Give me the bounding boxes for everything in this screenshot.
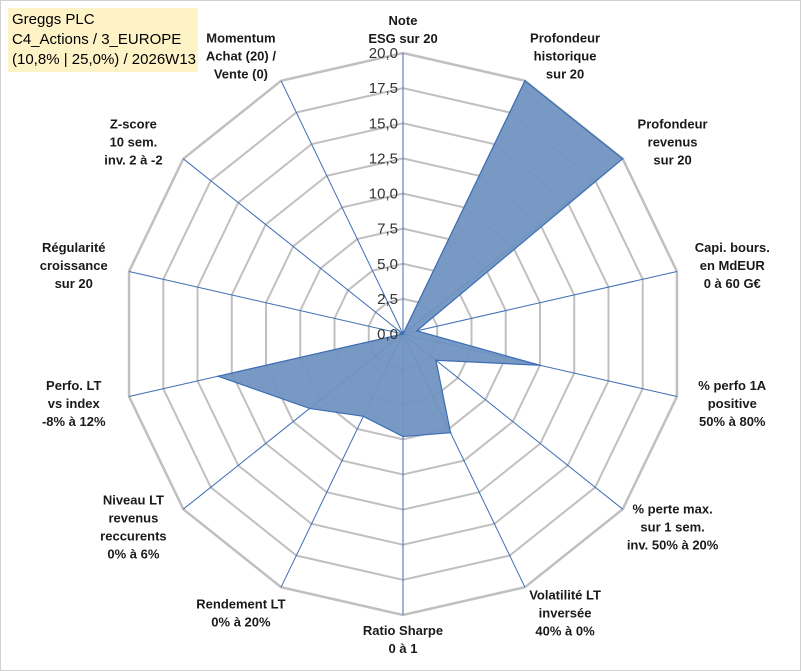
axis-label: Profondeur historique sur 20 — [530, 31, 600, 82]
data-point — [435, 359, 437, 362]
company-name: Greggs PLC — [12, 11, 95, 28]
axis-label-line: Rendement LT — [196, 596, 285, 611]
tick-label: 10,0 — [369, 186, 398, 203]
tick-label: 0,0 — [377, 326, 398, 343]
axis-label-line: reccurents — [100, 529, 166, 544]
axis-label-line: vs index — [48, 396, 101, 411]
axis-label-line: positive — [708, 396, 757, 411]
axis-label-line: Momentum — [206, 31, 275, 46]
axis-label-line: Ratio Sharpe — [363, 623, 443, 638]
axis-label-line: 0 à 60 G€ — [704, 276, 761, 291]
axis-label-line: Vente (0) — [214, 67, 268, 82]
tick-label: 17,5 — [369, 80, 398, 97]
axis-label: Momentum Achat (20) / Vente (0) — [206, 31, 276, 82]
axis-label-line: Niveau LT — [103, 493, 164, 508]
axis-label-line: 10 sem. — [110, 134, 158, 149]
axis-label-line: % perfo 1A — [698, 378, 767, 393]
axis-label-line: sur 20 — [546, 67, 584, 82]
data-point — [449, 431, 452, 434]
axis-label-line: en MdEUR — [700, 258, 766, 273]
axis-label-line: Perfo. LT — [46, 378, 101, 393]
axis-label-line: -8% à 12% — [42, 414, 106, 429]
data-point — [217, 375, 219, 378]
tick-label: 12,5 — [369, 150, 398, 167]
axis-label-line: 40% à 0% — [535, 623, 595, 638]
data-point — [621, 157, 624, 160]
series-area — [215, 79, 624, 438]
period-label: (10,8% | 25,0%) / 2026W13 — [12, 51, 196, 68]
tick-label: 2,5 — [377, 291, 398, 308]
axis-label-line: Achat (20) / — [206, 49, 276, 64]
axis-label: Z-score 10 sem. inv. 2 à -2 — [104, 116, 162, 167]
axis-label-line: sur 20 — [653, 152, 691, 167]
axis-label-line: Régularité — [42, 240, 106, 255]
data-point — [308, 407, 311, 410]
axis-label-line: % perte max. — [632, 502, 712, 517]
axis-label-line: inv. 2 à -2 — [104, 152, 162, 167]
radar-tick-labels: 0,0 2,5 5,0 7,5 10,0 12,5 15,0 17,5 20,0 — [369, 45, 398, 343]
axis-label: Volatilité LT inversée 40% à 0% — [529, 587, 601, 638]
radar-series — [215, 79, 624, 438]
axis-label-line: 0% à 6% — [107, 547, 159, 562]
axis-spoke — [280, 80, 404, 335]
category-label: C4_Actions / 3_EUROPE — [12, 31, 182, 48]
axis-spoke — [128, 270, 404, 335]
data-point — [402, 435, 404, 438]
axis-label-line: historique — [534, 49, 597, 64]
axis-label: Profondeur revenus sur 20 — [638, 116, 708, 167]
axis-label: % perte max. sur 1 sem. inv. 50% à 20% — [627, 502, 719, 553]
axis-label-line: sur 1 sem. — [640, 520, 704, 535]
axis-label-line: inversée — [539, 605, 592, 620]
data-point — [396, 328, 399, 331]
axis-label-line: Capi. bours. — [695, 240, 770, 255]
axis-label-line: 0 à 1 — [389, 641, 418, 656]
data-point — [415, 330, 418, 332]
axis-label: Rendement LT 0% à 20% — [196, 596, 285, 629]
axis-label: % perfo 1A positive 50% à 80% — [698, 378, 767, 429]
radar-axis-labels: Note ESG sur 20 Profondeur historique sur 20… — [40, 13, 770, 656]
axis-label-line: 0% à 20% — [211, 614, 271, 629]
axis-label: Note ESG sur 20 — [368, 13, 437, 46]
axis-label: Capi. bours. en MdEUR 0 à 60 G€ — [695, 240, 770, 291]
tick-label: 7,5 — [377, 221, 398, 238]
axis-label-line: Profondeur — [638, 116, 708, 131]
tick-label: 15,0 — [369, 115, 398, 132]
axis-label-line: Profondeur — [530, 31, 600, 46]
axis-label-line: revenus — [108, 511, 158, 526]
axis-label-line: Z-score — [110, 116, 157, 131]
axis-label-line: ESG sur 20 — [368, 31, 437, 46]
axis-spoke — [182, 158, 404, 335]
axis-label: Niveau LT revenus reccurents 0% à 6% — [100, 493, 166, 562]
data-point — [539, 364, 541, 367]
tick-label: 5,0 — [377, 256, 398, 273]
axis-label: Perfo. LT vs index -8% à 12% — [42, 378, 106, 429]
axis-label-line: Note — [389, 13, 418, 28]
axis-label-line: sur 20 — [55, 276, 93, 291]
axis-label-line: croissance — [40, 258, 108, 273]
axis-label-line: revenus — [648, 134, 698, 149]
axis-spoke — [402, 333, 624, 510]
chart-title-box: Greggs PLC C4_Actions / 3_EUROPE (10,8% … — [8, 8, 198, 72]
axis-label: Ratio Sharpe 0 à 1 — [363, 623, 443, 656]
axis-label-line: inv. 50% à 20% — [627, 538, 719, 553]
data-point — [402, 333, 404, 335]
axis-spoke — [402, 270, 678, 335]
tick-label: 20,0 — [369, 45, 398, 62]
axis-label-line: 50% à 80% — [699, 414, 766, 429]
axis-label: Régularité croissance sur 20 — [40, 240, 108, 291]
data-point — [524, 80, 526, 82]
axis-label-line: Volatilité LT — [529, 587, 601, 602]
data-point — [362, 415, 365, 418]
